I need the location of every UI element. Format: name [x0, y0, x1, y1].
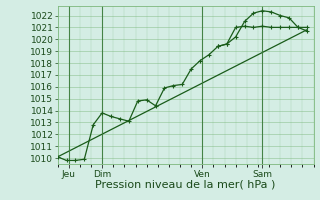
X-axis label: Pression niveau de la mer( hPa ): Pression niveau de la mer( hPa ): [95, 180, 276, 190]
